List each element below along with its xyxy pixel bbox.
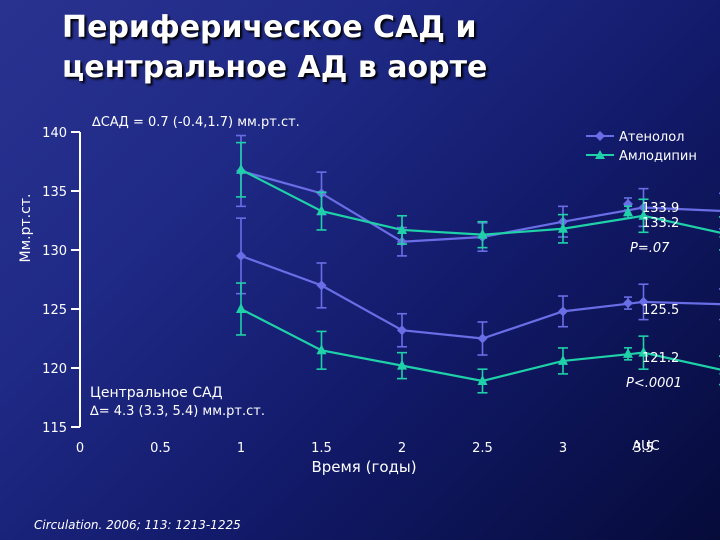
auc-amlodipine-central <box>623 347 633 361</box>
x-tick-label: 1.5 <box>311 441 332 456</box>
amlodipine-central-point <box>558 354 568 365</box>
atenolol-central-point <box>397 325 407 336</box>
auc-label: AUC <box>632 439 660 454</box>
atenolol-central-point <box>316 280 327 291</box>
amlodipine-central-point <box>236 303 246 313</box>
amlodipine-peripheral-point <box>236 163 246 174</box>
auc-point <box>623 206 633 217</box>
legend-atenolol-label: Атенолол <box>619 130 685 145</box>
x-tick-label: 2 <box>398 441 406 456</box>
chart-axes: 11512012513013514000.511.522.533.544.555… <box>42 126 720 456</box>
atenolol-central-point <box>638 296 649 307</box>
chart-series <box>236 134 720 394</box>
p-peripheral: P=.07 <box>630 241 670 256</box>
auc-peripheral-atenolol-value: 133.9 <box>642 201 679 216</box>
y-tick-label: 115 <box>42 421 67 436</box>
x-axis-label: Время (годы) <box>311 458 416 476</box>
y-tick-label: 125 <box>42 303 67 318</box>
auc-point <box>623 347 633 358</box>
auc-point <box>623 298 633 309</box>
x-tick-label: 0.5 <box>150 441 171 456</box>
amlodipine-central-point <box>477 374 488 385</box>
auc-atenolol-central <box>623 296 633 310</box>
slide-title: Периферическое САД и центральное АД в ао… <box>62 8 622 88</box>
title-line-1: Периферическое САД и <box>62 10 477 45</box>
amlodipine-peripheral-point <box>477 228 488 239</box>
atenolol-central-line <box>240 254 720 340</box>
legend-amlodipine-marker <box>595 150 605 159</box>
y-tick-label: 135 <box>42 185 67 200</box>
y-tick-label: 140 <box>42 126 67 141</box>
atenolol-central-point <box>477 333 488 344</box>
atenolol-central-point <box>558 306 568 317</box>
x-tick-label: 3 <box>559 441 567 456</box>
central-title-annotation: Центральное САД <box>90 385 223 401</box>
legend-amlodipine-label: Амлодипин <box>619 149 697 164</box>
amlodipine-central-point <box>397 359 407 370</box>
auc-amlodipine-peripheral <box>623 205 633 220</box>
amlodipine-central-point <box>638 346 649 357</box>
amlodipine-peripheral-point <box>638 209 649 220</box>
auc-peripheral-amlodipine-value: 133.2 <box>642 216 679 231</box>
y-tick-label: 120 <box>42 362 67 377</box>
title-line-2: центральное АД в аорте <box>62 50 488 85</box>
auc-central-amlodipine-value: 121.2 <box>642 351 679 366</box>
y-axis-label: Мм.рт.ст. <box>18 194 34 263</box>
y-tick-label: 130 <box>42 244 67 259</box>
amlodipine-peripheral-point <box>316 205 327 216</box>
p-central: P<.0001 <box>626 376 682 391</box>
x-tick-label: 3.5 <box>633 441 654 456</box>
atenolol-central-point <box>236 250 246 261</box>
amlodipine-peripheral-point <box>558 222 568 233</box>
delta-sad-annotation: ∆САД = 0.7 (-0.4,1.7) мм.рт.ст. <box>91 115 300 130</box>
x-tick-label: 0 <box>76 441 84 456</box>
chart-auc <box>623 197 633 361</box>
x-tick-label: 2.5 <box>472 441 493 456</box>
chart-legend: Атенолол Амлодипин <box>586 130 697 164</box>
central-delta-annotation: ∆= 4.3 (3.3, 5.4) мм.рт.ст. <box>89 404 265 419</box>
amlodipine-central-point <box>316 344 327 355</box>
auc-central-atenolol-value: 125.5 <box>642 303 679 318</box>
citation: Circulation. 2006; 113: 1213-1225 <box>34 518 241 532</box>
x-tick-label: 1 <box>237 441 245 456</box>
legend-atenolol-marker <box>595 131 605 141</box>
amlodipine-peripheral-point <box>397 223 407 234</box>
